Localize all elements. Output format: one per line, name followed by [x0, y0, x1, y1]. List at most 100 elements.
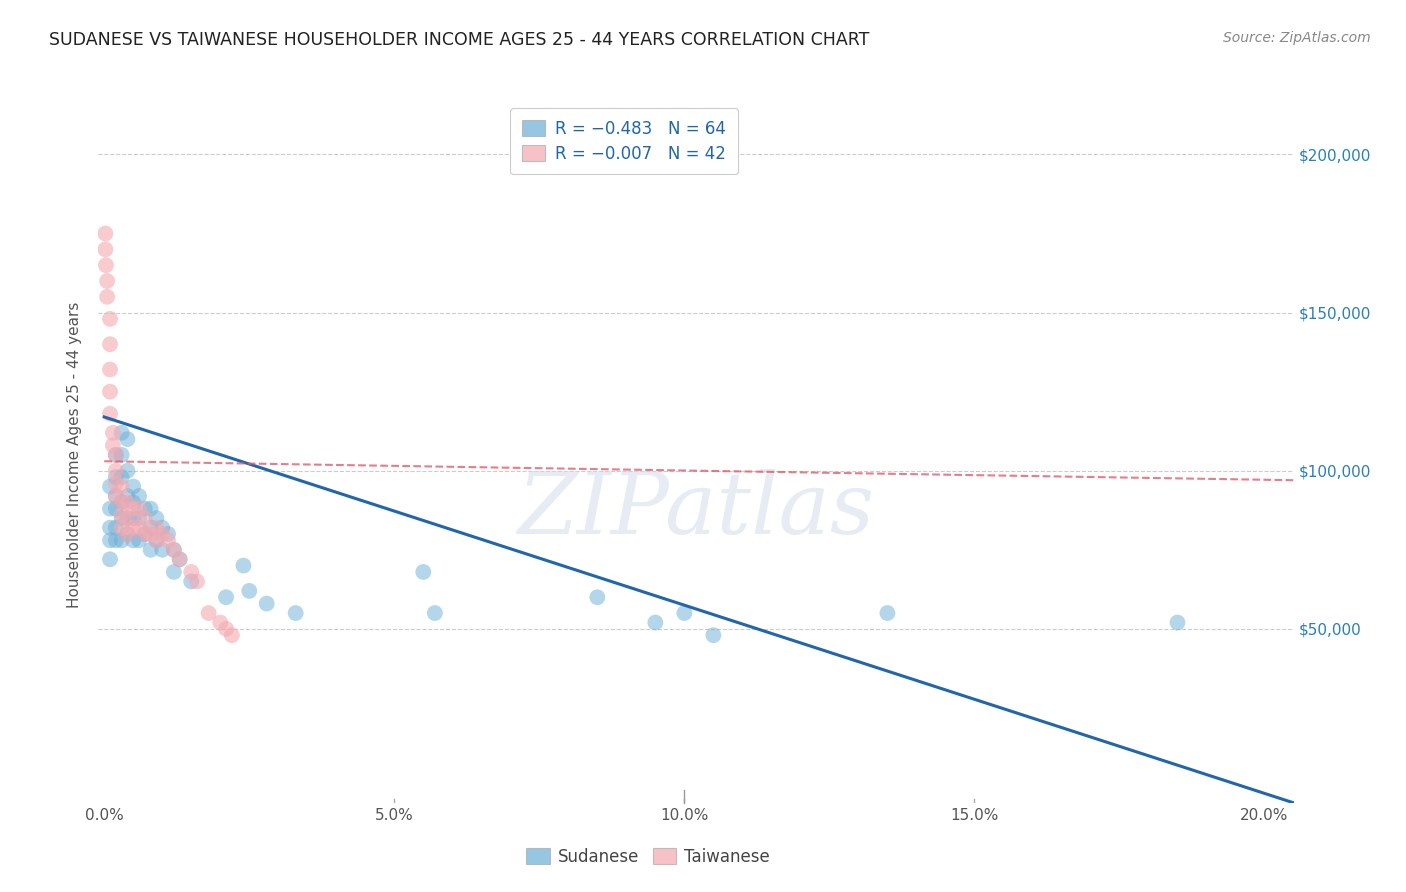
Point: [134, 501, 156, 516]
Point: [163, 565, 186, 579]
Point: [117, 489, 139, 503]
Point: [122, 501, 145, 516]
Point: [117, 527, 139, 541]
Point: [98, 362, 121, 376]
Point: [128, 501, 150, 516]
Point: [169, 552, 191, 566]
Point: [134, 527, 156, 541]
Point: [673, 606, 696, 620]
Point: [117, 495, 139, 509]
Point: [111, 479, 134, 493]
Point: [104, 476, 127, 491]
Point: [122, 521, 145, 535]
Point: [186, 574, 208, 589]
Point: [122, 479, 145, 493]
Point: [104, 464, 127, 478]
Point: [94, 243, 117, 257]
Point: [139, 501, 162, 516]
Point: [134, 527, 156, 541]
Text: ZIPatlas: ZIPatlas: [517, 469, 875, 552]
Point: [163, 542, 186, 557]
Point: [111, 533, 134, 548]
Point: [215, 591, 238, 605]
Point: [128, 521, 150, 535]
Point: [180, 565, 202, 579]
Point: [134, 511, 156, 525]
Point: [111, 495, 134, 509]
Point: [98, 312, 121, 326]
Point: [209, 615, 232, 630]
Point: [423, 606, 446, 620]
Point: [256, 597, 278, 611]
Point: [104, 489, 127, 503]
Point: [117, 511, 139, 525]
Point: [1166, 615, 1188, 630]
Point: [101, 425, 124, 440]
Point: [586, 591, 609, 605]
Point: [163, 542, 186, 557]
Point: [104, 489, 127, 503]
Point: [169, 552, 191, 566]
Point: [98, 552, 121, 566]
Point: [96, 290, 118, 304]
Point: [98, 501, 121, 516]
Point: [157, 533, 180, 548]
Point: [644, 615, 666, 630]
Point: [96, 274, 118, 288]
Point: [139, 542, 162, 557]
Point: [94, 227, 117, 241]
Point: [111, 470, 134, 484]
Point: [98, 521, 121, 535]
Point: [702, 628, 724, 642]
Point: [238, 583, 260, 598]
Legend: Sudanese, Taiwanese: Sudanese, Taiwanese: [517, 839, 779, 874]
Point: [128, 511, 150, 525]
Point: [98, 337, 121, 351]
Point: [157, 527, 180, 541]
Point: [150, 527, 173, 541]
Point: [139, 521, 162, 535]
Point: [412, 565, 434, 579]
Point: [98, 384, 121, 399]
Point: [122, 495, 145, 509]
Point: [150, 542, 173, 557]
Point: [104, 521, 127, 535]
Point: [98, 479, 121, 493]
Point: [876, 606, 898, 620]
Point: [104, 448, 127, 462]
Point: [180, 574, 202, 589]
Point: [145, 533, 167, 548]
Point: [197, 606, 219, 620]
Point: [117, 464, 139, 478]
Point: [122, 511, 145, 525]
Point: [128, 489, 150, 503]
Y-axis label: Householder Income Ages 25 - 44 years: Householder Income Ages 25 - 44 years: [67, 301, 83, 608]
Point: [98, 407, 121, 421]
Point: [117, 527, 139, 541]
Point: [111, 511, 134, 525]
Point: [145, 533, 167, 548]
Point: [145, 511, 167, 525]
Point: [284, 606, 307, 620]
Point: [111, 448, 134, 462]
Point: [117, 511, 139, 525]
Point: [215, 622, 238, 636]
Point: [128, 533, 150, 548]
Point: [150, 521, 173, 535]
Point: [111, 425, 134, 440]
Point: [139, 527, 162, 541]
Point: [94, 258, 117, 272]
Point: [104, 501, 127, 516]
Text: Source: ZipAtlas.com: Source: ZipAtlas.com: [1223, 31, 1371, 45]
Point: [101, 438, 124, 452]
Point: [104, 470, 127, 484]
Point: [117, 432, 139, 446]
Point: [221, 628, 243, 642]
Point: [98, 533, 121, 548]
Point: [111, 495, 134, 509]
Point: [111, 521, 134, 535]
Point: [104, 533, 127, 548]
Point: [122, 533, 145, 548]
Point: [232, 558, 254, 573]
Point: [111, 508, 134, 522]
